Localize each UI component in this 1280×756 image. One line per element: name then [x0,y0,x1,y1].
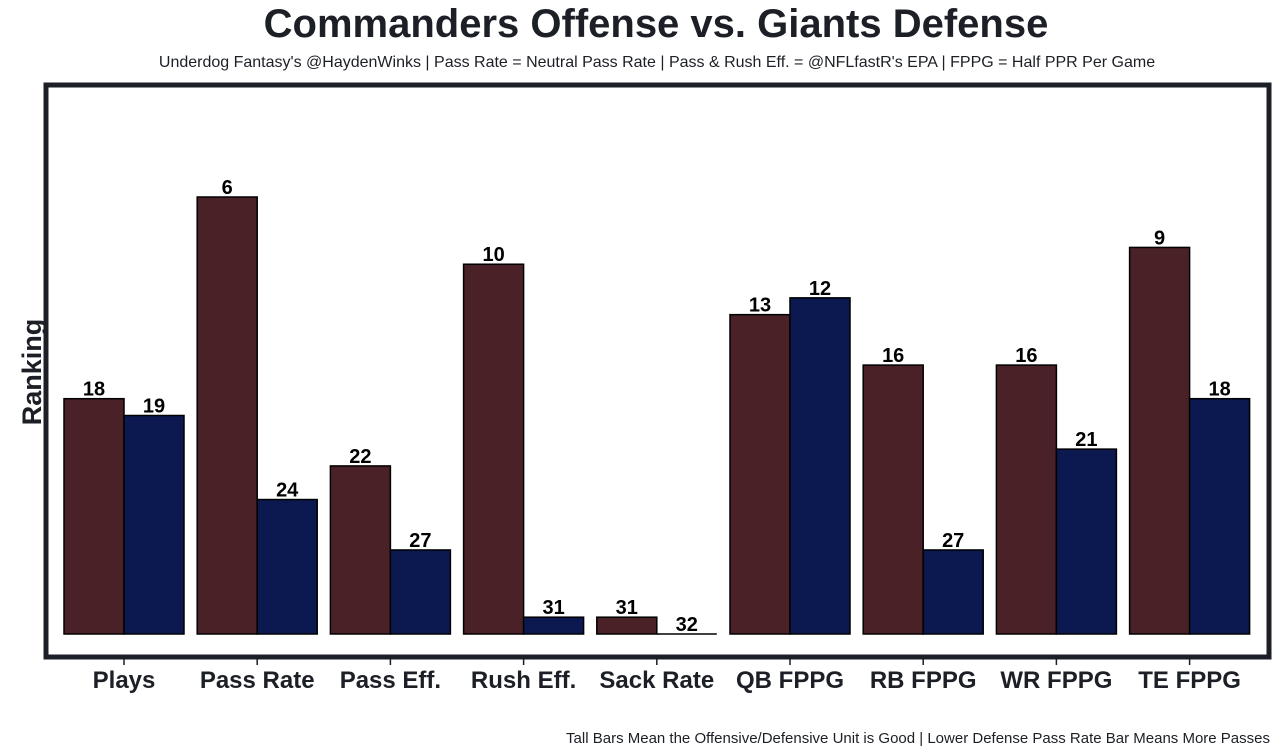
data-label: 27 [409,530,431,552]
x-tick-label: Sack Rate [599,667,714,694]
data-label: 24 [276,480,299,502]
data-label: 32 [676,614,698,636]
x-tick-label: Rush Eff. [471,667,576,694]
bar-defense [389,549,452,635]
bar-defense [922,549,984,635]
bar-offense [63,397,125,635]
data-label: 27 [942,530,964,552]
bar-offense [862,364,924,635]
data-label: 31 [542,597,564,619]
y-axis-label: Ranking [17,319,47,426]
data-label: 31 [616,597,638,619]
bar-defense [123,414,185,635]
plot-frame [43,82,1272,660]
data-label: 16 [882,345,904,367]
data-label: 21 [1075,429,1097,451]
x-tick-label: RB FPPG [870,667,977,694]
bar-defense [789,297,851,635]
bar-defense [1055,448,1118,635]
data-label: 22 [349,446,371,468]
bar-offense [1128,246,1191,635]
bar-offense [729,313,791,635]
data-label: 6 [222,177,233,199]
bar-offense [329,465,392,635]
chart-title: Commanders Offense vs. Giants Defense [263,2,1049,46]
x-tick-label: Pass Eff. [340,667,441,694]
data-label: 16 [1015,345,1037,367]
data-label: 12 [809,278,831,300]
bar-offense [462,263,525,635]
bar-defense [256,498,318,635]
data-label: 10 [482,244,504,266]
x-tick-label: WR FPPG [1000,667,1112,694]
data-label: 9 [1154,227,1165,249]
bar-offense [196,196,258,635]
bar-defense [1188,397,1251,635]
x-tick-label: TE FPPG [1138,667,1241,694]
x-tick-label: Plays [93,667,156,694]
data-label: 18 [83,379,105,401]
x-tick-label: Pass Rate [200,667,315,694]
data-label: 18 [1208,379,1230,401]
chart-subtitle: Underdog Fantasy's @HaydenWinks | Pass R… [158,54,1156,71]
data-label: 19 [143,396,165,418]
data-label: 13 [749,295,771,317]
bar-offense [596,616,658,635]
x-tick-label: QB FPPG [736,667,844,694]
chart-footnote: Tall Bars Mean the Offensive/Defensive U… [566,730,1270,747]
bar-offense [995,364,1058,635]
bar-defense [522,616,585,635]
